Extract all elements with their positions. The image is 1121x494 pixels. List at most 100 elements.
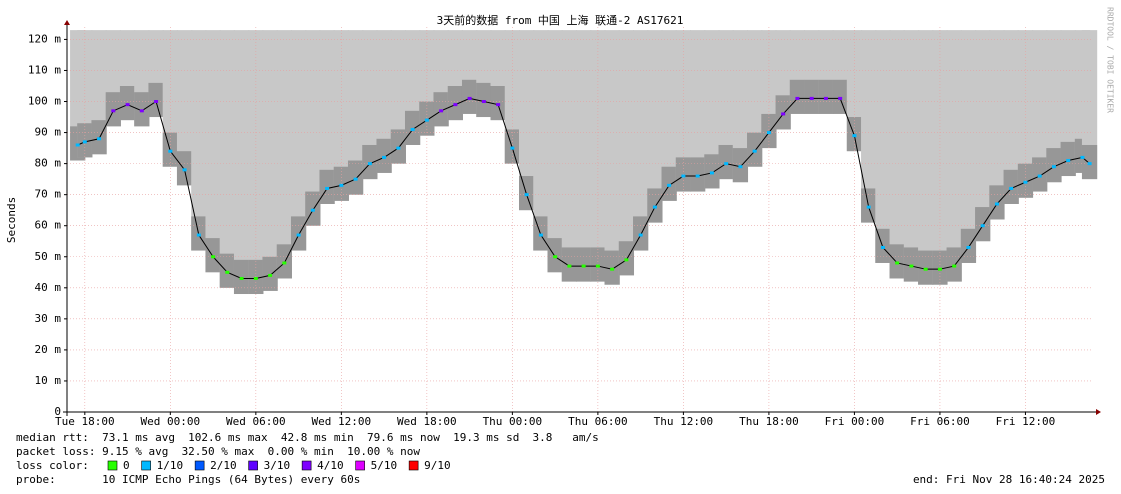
smoke — [889, 30, 905, 279]
median-point — [211, 255, 216, 259]
legend-label: 5/10 — [371, 459, 398, 472]
smoke — [718, 30, 734, 180]
median-point — [139, 109, 144, 113]
median-point — [553, 255, 558, 259]
x-tick-label: Wed 06:00 — [226, 415, 286, 428]
smoke-core — [804, 79, 820, 114]
smoke-core — [761, 113, 777, 149]
smoke — [903, 30, 920, 282]
median-point — [724, 162, 729, 166]
legend-label: 0 — [123, 459, 130, 472]
smoke — [989, 30, 1005, 220]
median-point — [154, 100, 159, 104]
smoke-core — [818, 79, 834, 114]
smoke — [176, 30, 193, 186]
smoke-core — [690, 157, 706, 192]
legend-label: 1/10 — [157, 459, 184, 472]
smoke-core — [1003, 169, 1019, 204]
smoke-core — [219, 253, 235, 288]
x-tick-label: Wed 00:00 — [141, 415, 201, 428]
smoke-core — [618, 241, 635, 276]
smoke-core — [362, 144, 378, 180]
median-point — [937, 267, 942, 271]
median-point — [253, 276, 258, 280]
smoke-core — [319, 169, 335, 204]
median-point — [766, 131, 771, 135]
smoke — [932, 30, 948, 285]
smoke — [732, 30, 749, 183]
x-tick-label: Fri 06:00 — [910, 415, 970, 428]
smoke-core — [476, 82, 492, 118]
median-point — [880, 245, 885, 249]
smoke-core — [661, 166, 677, 201]
smoke-core — [1046, 148, 1062, 183]
median-point — [1087, 162, 1092, 166]
median-point — [1051, 165, 1056, 169]
median-point — [652, 205, 657, 209]
smoke — [1060, 30, 1076, 177]
median-point — [738, 165, 743, 169]
smoke-core — [1032, 157, 1048, 192]
y-tick-label: 80 m — [35, 157, 62, 170]
median-point — [453, 103, 458, 107]
smoke — [362, 30, 378, 180]
end-time: end: Fri Nov 28 16:40:24 2025 — [913, 473, 1105, 486]
median-point — [481, 100, 486, 104]
smoke — [276, 30, 292, 279]
smoke-core — [747, 132, 763, 167]
smoke-core — [889, 244, 905, 279]
median-point — [781, 112, 786, 116]
median-point — [595, 264, 600, 268]
arrow — [1096, 409, 1101, 415]
median-point — [866, 205, 871, 209]
smoke-core — [775, 95, 791, 130]
smoke-core — [176, 151, 193, 186]
median-point — [695, 174, 700, 178]
x-tick-label: Thu 18:00 — [739, 415, 799, 428]
smoke — [290, 30, 307, 251]
median-point — [97, 137, 102, 141]
smoke-core — [433, 92, 449, 127]
median-point — [838, 96, 843, 100]
y-tick-label: 30 m — [35, 312, 62, 325]
smoke-core — [347, 160, 364, 195]
smoke-core — [461, 79, 478, 114]
y-tick-label: 20 m — [35, 343, 62, 356]
median-point — [325, 186, 330, 190]
median-point — [225, 270, 230, 274]
smoke — [918, 30, 934, 285]
median-point — [282, 261, 287, 265]
y-tick-label: 0 — [54, 405, 61, 418]
smoke-core — [390, 129, 406, 164]
smoke — [319, 30, 335, 204]
smoke-core — [989, 185, 1005, 220]
x-tick-label: Thu 00:00 — [483, 415, 543, 428]
median-point — [382, 155, 387, 159]
median-point — [667, 183, 672, 187]
smoke-core — [832, 79, 848, 114]
median-point — [994, 202, 999, 206]
median-point — [353, 177, 358, 181]
smoke-core — [946, 247, 962, 282]
smoke-core — [875, 228, 891, 263]
median-point — [182, 168, 187, 172]
y-tick-label: 100 m — [28, 95, 61, 108]
smoke-core — [262, 256, 278, 291]
y-tick-label: 120 m — [28, 32, 61, 45]
median-point — [410, 127, 415, 131]
smoke — [233, 30, 250, 295]
smoke — [960, 30, 977, 263]
median-point — [709, 171, 714, 175]
stats-line: packet loss: 9.15 % avg 32.50 % max 0.00… — [16, 445, 420, 458]
median-point — [638, 233, 643, 237]
smoke — [547, 30, 563, 273]
smoke — [1046, 30, 1062, 183]
median-point — [952, 264, 957, 268]
smoke — [561, 30, 578, 282]
smoke — [1032, 30, 1048, 192]
median-point — [895, 261, 900, 265]
legend-label: 4/10 — [317, 459, 344, 472]
x-tick-label: Tue 18:00 — [55, 415, 115, 428]
x-tick-label: Thu 06:00 — [568, 415, 628, 428]
smoke-core — [718, 144, 734, 180]
